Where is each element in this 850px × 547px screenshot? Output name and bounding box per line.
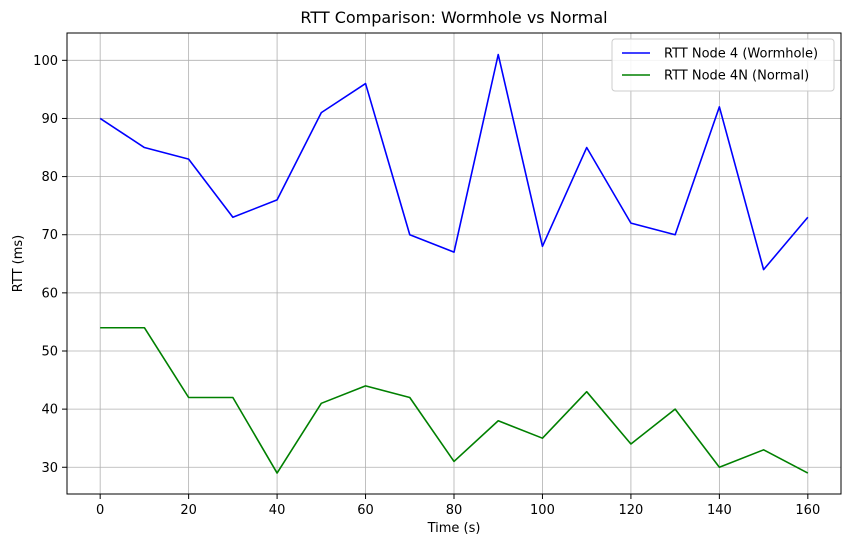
x-tick-label: 140 — [707, 503, 732, 518]
axis-ticks: 0 20 40 60 80 100 120 140 160 30 40 50 60 70 80 90 100 — [33, 54, 820, 518]
x-tick-label: 60 — [357, 503, 374, 518]
x-axis-title: Time (s) — [427, 521, 481, 536]
y-tick-label: 60 — [41, 286, 58, 301]
y-tick-label: 40 — [41, 403, 58, 418]
series-line-2 — [100, 326, 809, 474]
series-lines — [99, 53, 809, 474]
y-axis-title: RTT (ms) — [11, 235, 26, 292]
legend-label-2: RTT Node 4N (Normal) — [664, 69, 809, 84]
y-tick-label: 90 — [41, 112, 58, 127]
x-tick-label: 100 — [530, 503, 555, 518]
x-tick-label: 20 — [180, 503, 197, 518]
series-line-1 — [99, 53, 809, 271]
x-tick-label: 120 — [619, 503, 644, 518]
x-tick-label: 160 — [795, 503, 820, 518]
y-tick-label: 50 — [41, 344, 58, 359]
y-tick-label: 70 — [41, 228, 58, 243]
legend-box — [611, 38, 835, 92]
y-tick-label: 80 — [41, 170, 58, 185]
x-tick-label: 0 — [96, 503, 104, 518]
y-tick-label: 100 — [33, 54, 58, 69]
chart-title: RTT Comparison: Wormhole vs Normal — [300, 8, 607, 27]
legend: RTT Node 4 (Wormhole) RTT Node 4N (Normal… — [611, 38, 835, 92]
y-tick-label: 30 — [41, 461, 58, 476]
legend-label-1: RTT Node 4 (Wormhole) — [664, 47, 818, 62]
x-tick-label: 80 — [446, 503, 463, 518]
x-tick-label: 40 — [269, 503, 286, 518]
